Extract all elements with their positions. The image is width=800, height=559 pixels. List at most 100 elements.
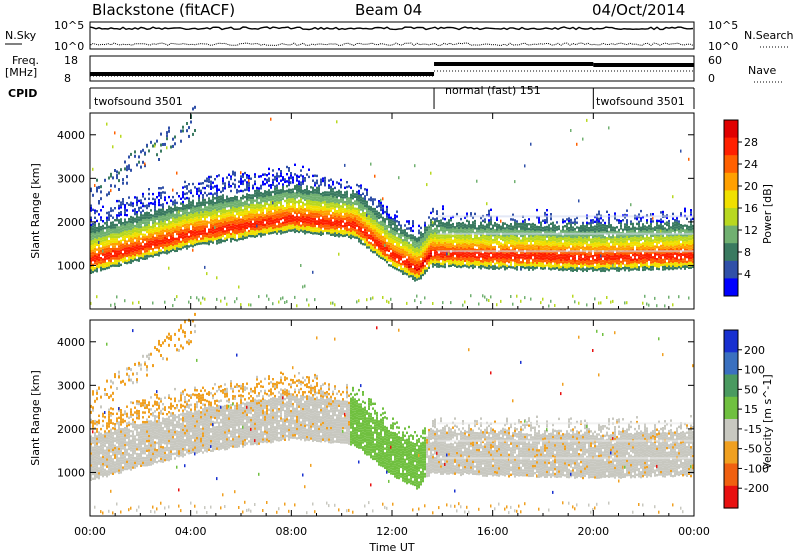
range-gate-cell — [374, 251, 376, 253]
range-gate-cell — [350, 199, 352, 201]
range-gate-cell — [338, 221, 340, 223]
range-gate-cell — [98, 232, 100, 234]
range-gate-cell — [288, 229, 290, 231]
range-gate-cell — [164, 199, 166, 201]
range-gate-cell — [196, 238, 198, 240]
range-gate-cell — [402, 239, 404, 241]
range-gate-cell — [532, 228, 534, 230]
range-gate-cell — [286, 202, 288, 204]
range-gate-cell — [216, 230, 218, 232]
range-gate-cell — [126, 182, 128, 185]
range-gate-cell — [332, 217, 334, 219]
range-gate-cell — [118, 253, 120, 255]
range-gate-cell — [190, 242, 192, 244]
range-gate-cell — [308, 169, 310, 171]
range-gate-cell — [352, 228, 354, 230]
range-gate-cell — [162, 218, 164, 220]
range-gate-cell — [186, 204, 188, 206]
range-gate-cell — [168, 130, 170, 133]
range-gate-cell — [530, 248, 532, 250]
range-gate-cell — [504, 239, 506, 241]
range-gate-cell — [398, 269, 400, 271]
range-gate-cell — [434, 242, 436, 244]
range-gate-cell — [176, 238, 178, 240]
range-gate-cell — [300, 186, 302, 188]
range-gate-cell — [470, 253, 472, 255]
range-gate-cell — [504, 268, 506, 270]
range-gate-cell — [514, 246, 516, 248]
range-gate-cell — [222, 182, 224, 184]
range-gate-cell — [166, 134, 168, 137]
range-gate-cell — [334, 199, 336, 201]
range-gate-cell — [460, 237, 462, 239]
range-gate-cell — [512, 242, 514, 244]
range-gate-cell — [428, 228, 430, 230]
range-gate-cell — [228, 210, 230, 212]
range-gate-cell — [144, 219, 146, 221]
range-gate-cell — [108, 254, 110, 256]
range-gate-cell — [182, 203, 184, 205]
range-gate-cell — [302, 209, 304, 211]
range-gate-cell — [530, 262, 532, 264]
range-gate-cell — [186, 216, 188, 218]
range-gate-cell — [236, 225, 238, 227]
range-gate-cell — [304, 211, 306, 213]
range-gate-cell — [282, 207, 284, 209]
range-gate-cell — [212, 182, 214, 184]
range-gate-cell — [392, 254, 394, 256]
range-gate-cell — [406, 266, 408, 268]
range-gate-cell — [528, 228, 530, 230]
range-gate-cell — [232, 216, 234, 218]
range-gate-cell — [184, 205, 186, 207]
range-gate-cell — [102, 254, 104, 256]
range-gate-cell — [550, 259, 552, 261]
range-gate-cell — [358, 228, 360, 230]
range-gate-cell — [396, 242, 398, 244]
range-gate-cell — [456, 225, 458, 227]
range-gate-cell — [326, 218, 328, 220]
range-gate-cell — [506, 243, 508, 245]
range-gate-cell — [438, 246, 440, 248]
range-gate-cell — [166, 223, 168, 225]
range-gate-cell — [96, 256, 98, 258]
range-gate-cell — [550, 237, 552, 239]
range-gate-cell — [132, 241, 134, 243]
range-gate-cell — [298, 202, 300, 204]
range-gate-cell — [206, 194, 208, 196]
range-gate-cell — [294, 185, 296, 187]
range-gate-cell — [510, 223, 512, 225]
range-gate-cell — [248, 175, 250, 177]
range-gate-cell — [256, 211, 258, 213]
range-gate-cell — [528, 230, 530, 232]
range-gate-cell — [130, 254, 132, 256]
range-gate-cell — [554, 227, 556, 229]
range-gate-cell — [256, 220, 258, 222]
range-gate-cell — [540, 243, 542, 245]
range-gate-cell — [382, 205, 384, 207]
range-gate-cell — [142, 195, 144, 197]
range-gate-cell — [548, 267, 550, 269]
range-gate-cell — [494, 256, 496, 258]
range-gate-cell — [96, 253, 98, 255]
range-gate-cell — [338, 182, 340, 184]
range-gate-cell — [226, 210, 228, 212]
range-gate-cell — [352, 233, 354, 235]
range-gate-cell — [184, 193, 186, 195]
range-gate-cell — [216, 233, 218, 235]
range-gate-cell — [212, 196, 214, 198]
range-gate-cell — [264, 173, 266, 175]
range-gate-cell — [512, 218, 514, 220]
range-gate-cell — [384, 223, 386, 225]
range-gate-cell — [412, 220, 414, 222]
range-gate-cell — [506, 236, 508, 238]
range-gate-cell — [122, 178, 124, 181]
range-gate-cell — [284, 231, 286, 233]
range-gate-cell — [174, 216, 176, 218]
range-gate-cell — [186, 214, 188, 216]
range-gate-cell — [390, 253, 392, 255]
range-gate-cell — [530, 245, 532, 247]
range-gate-cell — [102, 268, 104, 270]
range-gate-cell — [342, 216, 344, 218]
range-gate-cell — [122, 236, 124, 238]
range-gate-cell — [224, 297, 226, 300]
